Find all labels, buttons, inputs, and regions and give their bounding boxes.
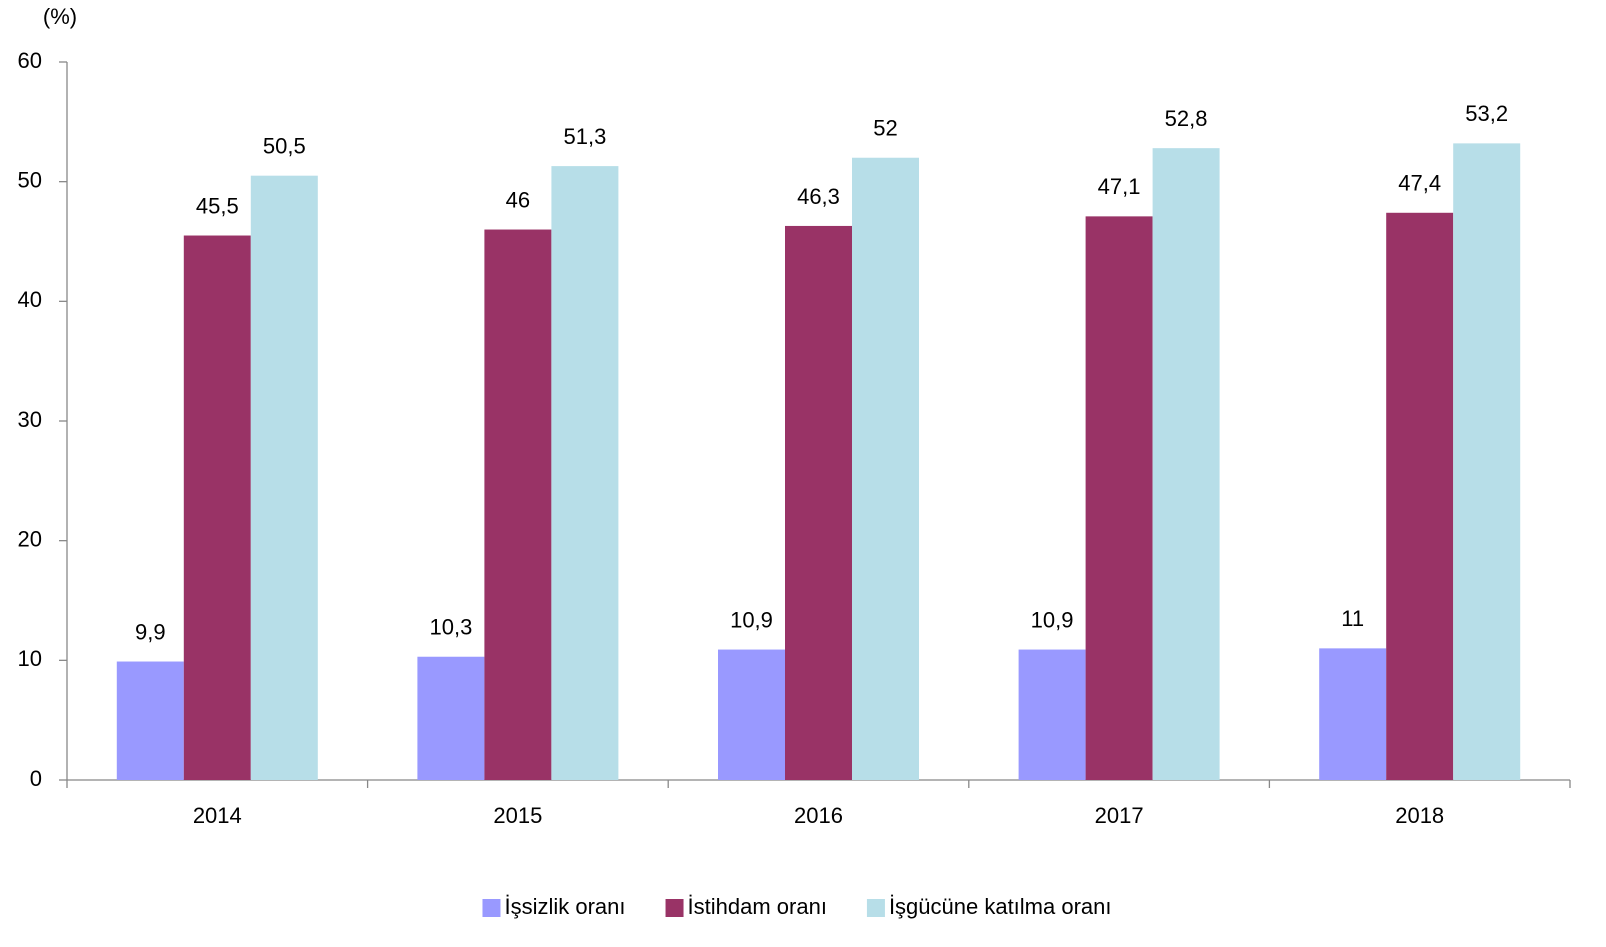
y-tick-label: 0 bbox=[30, 766, 42, 791]
data-label: 52,8 bbox=[1165, 106, 1208, 131]
legend-label: İşgücüne katılma oranı bbox=[889, 894, 1112, 919]
bar bbox=[417, 656, 485, 780]
bar bbox=[852, 157, 919, 780]
bar bbox=[1386, 212, 1454, 780]
x-tick-label: 2016 bbox=[794, 803, 843, 828]
y-tick-label: 10 bbox=[18, 646, 42, 671]
x-tick-label: 2017 bbox=[1095, 803, 1144, 828]
y-tick-label: 40 bbox=[18, 287, 42, 312]
legend-swatch bbox=[665, 899, 684, 917]
y-tick-label: 30 bbox=[18, 407, 42, 432]
x-tick-label: 2018 bbox=[1395, 803, 1444, 828]
bar bbox=[116, 661, 184, 780]
bar bbox=[718, 649, 785, 780]
y-tick-label: 50 bbox=[18, 167, 42, 192]
bar bbox=[1319, 648, 1387, 780]
y-tick-label: 60 bbox=[18, 48, 42, 73]
data-label: 50,5 bbox=[263, 133, 306, 158]
data-label: 10,9 bbox=[730, 607, 773, 632]
data-label: 47,4 bbox=[1398, 171, 1441, 196]
bar bbox=[250, 175, 318, 780]
bar bbox=[1085, 216, 1153, 780]
data-label: 10,9 bbox=[1031, 607, 1074, 632]
data-label: 45,5 bbox=[196, 193, 239, 218]
bar bbox=[551, 166, 619, 781]
x-tick-label: 2014 bbox=[193, 803, 242, 828]
bar bbox=[484, 229, 552, 781]
bar bbox=[1152, 148, 1220, 780]
bar bbox=[1453, 143, 1521, 780]
y-tick-label: 20 bbox=[18, 526, 42, 551]
data-label: 53,2 bbox=[1465, 101, 1508, 126]
data-label: 51,3 bbox=[563, 124, 606, 149]
data-label: 46,3 bbox=[797, 184, 840, 209]
legend-label: İstihdam oranı bbox=[688, 894, 827, 919]
data-label: 47,1 bbox=[1098, 174, 1141, 199]
data-label: 52 bbox=[873, 116, 897, 141]
data-label: 11 bbox=[1341, 606, 1364, 631]
data-label: 10,3 bbox=[429, 615, 472, 640]
bar bbox=[183, 235, 251, 780]
bar bbox=[1018, 649, 1086, 780]
legend-label: İşsizlik oranı bbox=[504, 894, 625, 919]
legend-swatch bbox=[482, 899, 501, 917]
y-axis-label: (%) bbox=[43, 4, 77, 29]
legend-swatch bbox=[866, 899, 885, 917]
data-label: 46 bbox=[506, 187, 530, 212]
x-tick-label: 2015 bbox=[493, 803, 542, 828]
data-label: 9,9 bbox=[135, 619, 166, 644]
bar bbox=[785, 225, 852, 780]
